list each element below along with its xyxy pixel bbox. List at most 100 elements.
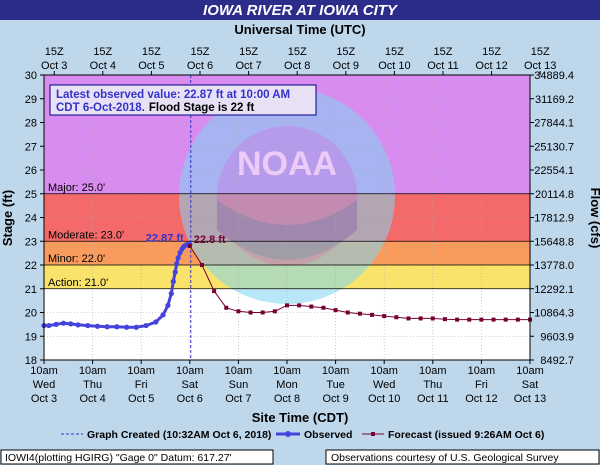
- flow-tick-label: 25130.7: [534, 141, 574, 153]
- forecast-point: [260, 310, 265, 315]
- forecast-point: [406, 316, 411, 321]
- x-top-label-date: Oct 7: [235, 60, 261, 72]
- forecast-point: [479, 317, 484, 322]
- forecast-point: [297, 303, 302, 308]
- x-tick-label-weekday: Mon: [276, 379, 297, 391]
- x-top-label-time: 15Z: [142, 46, 161, 58]
- x-tick-label-weekday: Sat: [182, 379, 199, 391]
- flow-tick-label: 34889.4: [534, 70, 574, 82]
- x-tick-label-date: Oct 3: [31, 393, 57, 405]
- observed-point: [172, 269, 178, 275]
- observed-point: [46, 322, 52, 329]
- legend-observed: Observed: [304, 429, 352, 441]
- x-tick-label-date: Oct 11: [417, 393, 449, 405]
- observed-point: [75, 322, 81, 328]
- forecast-point: [321, 305, 326, 310]
- flow-tick-label: 27844.1: [534, 118, 574, 130]
- flow-tick-label: 31169.2: [535, 94, 574, 106]
- flow-tick-label: 22554.1: [534, 165, 574, 177]
- x-tick-label-time: 10am: [370, 365, 398, 377]
- forecast-point: [418, 316, 423, 321]
- flow-tick-label: 15648.8: [534, 236, 574, 248]
- x-top-label-date: Oct 9: [333, 60, 359, 72]
- x-tick-label-time: 10am: [176, 365, 204, 377]
- forecast-point: [187, 244, 192, 248]
- bottom-axis-title: Site Time (CDT): [252, 410, 349, 425]
- left-axis-title: Stage (ft): [0, 190, 15, 246]
- x-tick-label-time: 10am: [30, 365, 58, 377]
- forecast-point: [382, 314, 387, 319]
- x-top-label-time: 15Z: [45, 46, 64, 58]
- flow-tick-label: 12292.1: [534, 284, 574, 296]
- title-bar: [0, 0, 600, 20]
- x-tick-label-time: 10am: [468, 365, 496, 377]
- level-label-action: Action: 21.0': [48, 277, 108, 289]
- y-tick-label: 24: [25, 213, 37, 225]
- forecast-point: [236, 309, 241, 314]
- info-flood-stage: CDT 6-Oct-2018. Flood Stage is 22 ft: [56, 102, 254, 114]
- right-axis-title: Flow (cfs): [588, 188, 600, 249]
- x-tick-label-date: Oct 4: [79, 393, 105, 405]
- forecast-point: [357, 311, 362, 316]
- x-tick-label-weekday: Sun: [229, 379, 249, 391]
- observed-point: [53, 321, 59, 327]
- x-tick-label-date: Oct 9: [322, 393, 348, 405]
- x-tick-label-time: 10am: [419, 365, 447, 377]
- footer-datum: IOWI4(plotting HGIRG) "Gage 0" Datum: 61…: [5, 452, 232, 464]
- x-top-label-time: 15Z: [336, 46, 355, 58]
- x-tick-label-date: Oct 6: [177, 393, 203, 405]
- x-top-label-date: Oct 12: [475, 60, 507, 72]
- observed-point: [104, 324, 110, 330]
- footer-datum-box: [0, 449, 274, 465]
- x-top-label-time: 15Z: [239, 46, 258, 58]
- footer: IOWI4(plotting HGIRG) "Gage 0" Datum: 61…: [0, 449, 600, 465]
- y-tick-label: 27: [25, 141, 37, 153]
- top-axis-title: Universal Time (UTC): [234, 22, 365, 37]
- x-tick-label-time: 10am: [273, 365, 301, 377]
- legend-observed-marker: [285, 431, 291, 437]
- observed-point: [174, 261, 180, 267]
- info-flood-stage-span: Flood Stage is 22 ft: [149, 102, 255, 114]
- forecast-point: [345, 310, 350, 315]
- forecast-point: [430, 316, 435, 321]
- flow-tick-label: 17812.9: [534, 213, 574, 225]
- y-tick-label: 28: [25, 118, 37, 130]
- x-top-label-date: Oct 3: [41, 60, 67, 72]
- x-tick-label-date: Oct 10: [368, 393, 400, 405]
- level-label-minor: Minor: 22.0': [48, 253, 105, 265]
- x-tick-label-weekday: Tue: [326, 379, 345, 391]
- flow-tick-label: 8492.7: [540, 355, 574, 367]
- level-label-moderate: Moderate: 23.0': [48, 229, 124, 241]
- observed-point: [124, 324, 130, 330]
- x-tick-label-date: Oct 12: [465, 393, 497, 405]
- legend-forecast-marker: [371, 432, 375, 436]
- x-top-label-date: Oct 10: [378, 60, 410, 72]
- forecast-point: [503, 317, 508, 322]
- x-tick-label-weekday: Fri: [135, 379, 148, 391]
- x-top-label-time: 15Z: [482, 46, 501, 58]
- y-tick-label: 20: [25, 308, 37, 320]
- forecast-point: [248, 310, 253, 315]
- info-box: Latest observed value: 22.87 ft at 10:00…: [49, 84, 317, 116]
- y-tick-label: 22: [25, 260, 37, 272]
- x-tick-label-weekday: Sat: [522, 379, 539, 391]
- forecast-point: [224, 305, 229, 310]
- forecast-peak-label: 22.8 ft: [194, 234, 226, 246]
- x-tick-label-weekday: Wed: [373, 379, 395, 391]
- y-tick-label: 23: [25, 236, 37, 248]
- x-top-label-date: Oct 13: [524, 60, 556, 72]
- observed-point: [168, 290, 174, 297]
- x-top-label-time: 15Z: [191, 46, 210, 58]
- x-tick-label-time: 10am: [79, 365, 107, 377]
- x-tick-label-time: 10am: [225, 365, 253, 377]
- x-tick-label-date: Oct 13: [514, 393, 546, 405]
- flow-tick-label: 9603.9: [540, 331, 574, 343]
- forecast-point: [285, 303, 289, 308]
- forecast-point: [455, 317, 460, 322]
- observed-point: [68, 321, 74, 327]
- noaa-seal-text: NOAA: [237, 145, 337, 183]
- observed-point: [170, 279, 176, 285]
- x-top-label-time: 15Z: [93, 46, 112, 58]
